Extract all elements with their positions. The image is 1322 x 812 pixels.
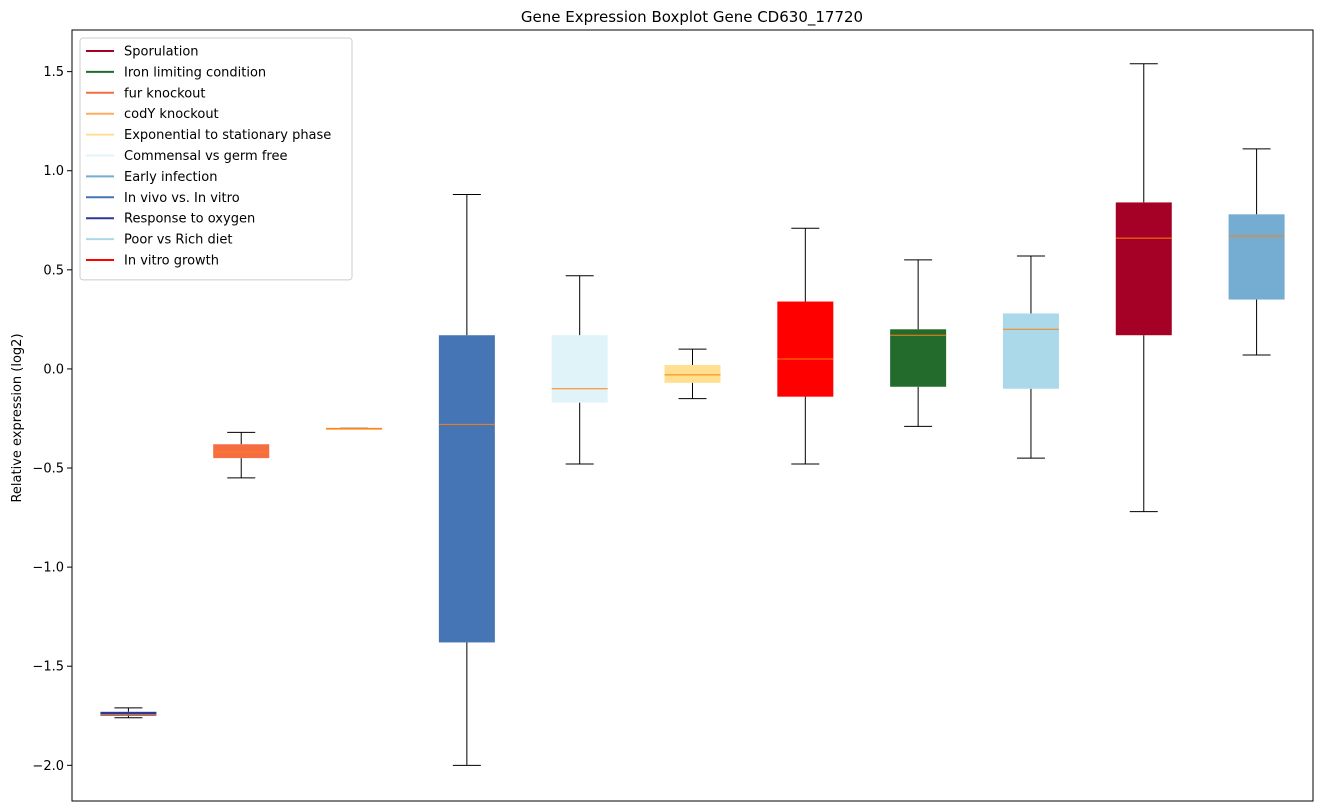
legend-label: Commensal vs germ free: [124, 149, 287, 164]
box-body: [890, 329, 947, 387]
box-body: [777, 301, 834, 397]
chart-title: Gene Expression Boxplot Gene CD630_17720: [521, 8, 863, 27]
legend-label: Iron limiting condition: [124, 65, 266, 80]
plot-frame: [71, 29, 1314, 802]
box-body: [1115, 202, 1172, 336]
box-6: [664, 348, 721, 400]
legend-label: Early infection: [124, 170, 217, 185]
legend: Sporulation Iron limiting condition fur kn…: [79, 37, 353, 281]
box-body: [551, 335, 608, 403]
legend-frame: [79, 37, 353, 281]
legend-label: Sporulation: [124, 45, 199, 60]
box-body: [1002, 313, 1059, 389]
box-8: [890, 259, 947, 427]
box-body: [438, 335, 495, 643]
legend-label: codY knockout: [124, 107, 219, 122]
box-10: [1115, 63, 1172, 513]
y-tick-label: 1.0: [43, 164, 64, 179]
box-1: [100, 707, 157, 719]
box-body: [213, 444, 270, 459]
y-tick-label: −0.5: [32, 462, 64, 477]
y-tick-label: −2.0: [32, 759, 64, 774]
box-7: [777, 227, 834, 465]
box-11: [1228, 148, 1285, 356]
box-2: [213, 431, 270, 479]
y-tick-label: 1.5: [43, 65, 64, 80]
legend-label: Response to oxygen: [124, 212, 255, 227]
box-4: [438, 194, 495, 766]
box-body: [100, 711, 157, 716]
box-5: [551, 275, 608, 465]
box-9: [1002, 255, 1059, 459]
box-body: [326, 428, 383, 430]
y-axis-ticks: 1.5 1.0 0.5 0.0 −0.5 −1.0 −1.5 −2.0: [32, 65, 72, 774]
legend-label: fur knockout: [124, 86, 206, 101]
y-tick-label: −1.0: [32, 561, 64, 576]
box-body: [664, 364, 721, 383]
boxes-group: [100, 63, 1285, 766]
y-tick-label: −1.5: [32, 660, 64, 675]
box-body: [1228, 214, 1285, 300]
y-tick-label: 0.0: [43, 362, 64, 377]
legend-label: Exponential to stationary phase: [124, 128, 331, 143]
y-tick-label: 0.5: [43, 263, 64, 278]
box-3: [326, 427, 383, 430]
legend-label: In vivo vs. In vitro: [124, 191, 240, 206]
y-axis-label: Relative expression (log2): [10, 333, 25, 502]
legend-label: Poor vs Rich diet: [124, 233, 232, 248]
legend-label: In vitro growth: [124, 254, 219, 269]
